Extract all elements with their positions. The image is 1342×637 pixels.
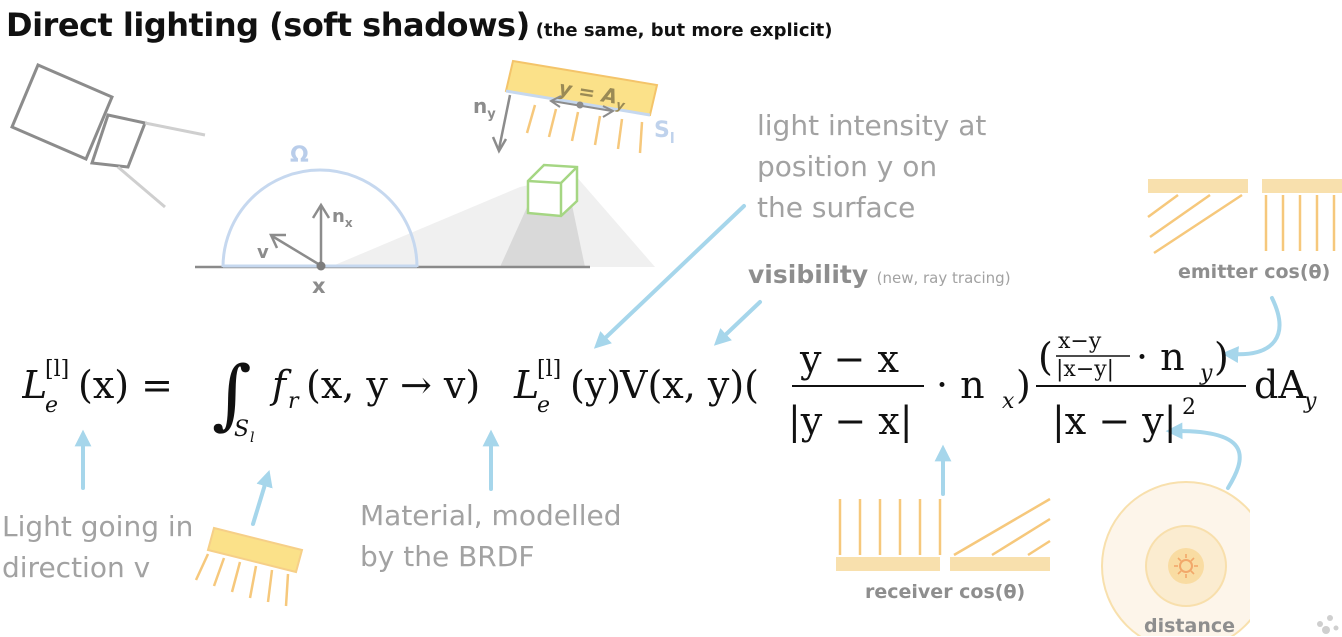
visibility-label: visibility: [748, 260, 869, 289]
formula-lhs-sup: [l]: [45, 357, 69, 382]
area-light: [504, 59, 659, 154]
normal-x-label: n: [332, 206, 345, 227]
shading-point: [316, 261, 326, 271]
title-subtitle: (the same, but more explicit): [535, 20, 833, 41]
formula-frac2-open: (: [1038, 336, 1053, 379]
normal-x-arrow: [311, 202, 331, 265]
formula-brdf-sub: r: [288, 389, 300, 414]
light-direction-line-1: Light going in: [2, 510, 194, 543]
intensity-line-3: the surface: [757, 191, 916, 224]
formula-nx-sub: x: [1002, 389, 1015, 414]
formula-lhs: L: [22, 363, 47, 407]
distance-label: distance: [1144, 615, 1236, 637]
light-position-sub: y: [615, 98, 626, 114]
formula-frac2-inner-den: |x−y|: [1056, 357, 1114, 382]
intensity-arrow: [593, 204, 746, 349]
formula-integral: ∫: [212, 349, 252, 438]
formula-dA: dA: [1254, 363, 1306, 407]
formula-int-sub: S: [234, 417, 249, 442]
formula-emit-args: (y): [570, 363, 621, 407]
svg-text:nx: nx: [332, 206, 353, 230]
intensity-line-1: light intensity at: [757, 109, 987, 142]
intensity-annotation: light intensity at position y on the sur…: [757, 105, 986, 228]
rendering-equation: L [l] e (x) = ∫ S l f r (x, y → v) L [l]…: [22, 336, 1317, 446]
normal-y-label: n: [473, 94, 487, 118]
distance-icon: [1101, 481, 1250, 636]
cube-shadow: [500, 205, 585, 267]
corner-logo-icon: [1317, 615, 1339, 634]
surface-label: S: [654, 118, 670, 143]
formula-dA-sub: y: [1303, 389, 1317, 414]
surface-sub: l: [670, 131, 675, 147]
normal-x-sub: x: [345, 216, 353, 230]
receiver-cos-icon: [836, 497, 1051, 571]
formula-lhs-arg: (x) =: [78, 363, 173, 407]
title-main: Direct lighting (soft shadows): [6, 6, 530, 44]
formula-frac2-den: |x − y|: [1052, 399, 1177, 443]
scene-diagram: Ω nx v x y = Ay: [10, 59, 675, 298]
intensity-line-2: position y on: [757, 150, 938, 183]
formula-frac2-close: ): [1214, 336, 1229, 379]
formula-emit-sub: e: [537, 393, 550, 418]
visibility-annotation: visibility (new, ray tracing): [748, 260, 1011, 289]
normal-y-arrow: [491, 94, 512, 154]
svg-text:ny: ny: [473, 94, 496, 122]
light-source-icon: [194, 526, 304, 607]
formula-frac1-num: y − x: [799, 337, 899, 381]
formula-lhs-sub: e: [45, 393, 58, 418]
material-line-1: Material, modelled: [360, 499, 622, 532]
light-direction-annotation: Light going in direction v: [2, 506, 193, 588]
emitter-cos-arrow: [1221, 296, 1282, 363]
formula-frac1-den: |y − x|: [788, 399, 913, 443]
camera-icon: [10, 63, 206, 209]
normal-y-sub: y: [487, 107, 496, 122]
emitter-cos-icon: [1147, 179, 1342, 255]
view-label: v: [257, 242, 269, 263]
page-title: Direct lighting (soft shadows) (the same,…: [6, 6, 833, 44]
light-icon-arrow: [251, 469, 273, 526]
formula-frac2-dot: · n: [1136, 336, 1185, 379]
visibility-note: (new, ray tracing): [876, 269, 1011, 287]
occluder-cube: [526, 163, 579, 218]
receiver-cos-label: receiver cos(θ): [865, 581, 1026, 603]
emitter-cos-label: emitter cos(θ): [1178, 261, 1331, 283]
view-arrow: [269, 233, 321, 267]
light-direction-line-2: direction v: [2, 551, 151, 584]
distance-arrow: [1165, 422, 1242, 490]
hemisphere: [221, 168, 419, 268]
svg-text:Sl: Sl: [654, 118, 675, 147]
formula-close: ): [1016, 363, 1031, 407]
formula-frac2-inner-num: x−y: [1058, 336, 1102, 354]
omega-label: Ω: [290, 143, 309, 168]
material-line-2: by the BRDF: [360, 540, 535, 573]
formula-frac2-den-sup: 2: [1182, 395, 1196, 420]
formula-emit-sup: [l]: [537, 357, 561, 382]
formula-emit: L: [513, 363, 539, 407]
formula-visibility: V(x, y)(: [619, 363, 759, 407]
material-annotation: Material, modelled by the BRDF: [360, 495, 622, 577]
formula-int-sub-sub: l: [250, 430, 254, 446]
visibility-arrow: [713, 300, 762, 346]
point-label: x: [312, 274, 326, 298]
formula-dot-nx: · n: [936, 363, 985, 407]
formula-frac2-ny-sub: y: [1199, 361, 1213, 386]
formula-brdf-args: (x, y → v): [306, 363, 480, 407]
